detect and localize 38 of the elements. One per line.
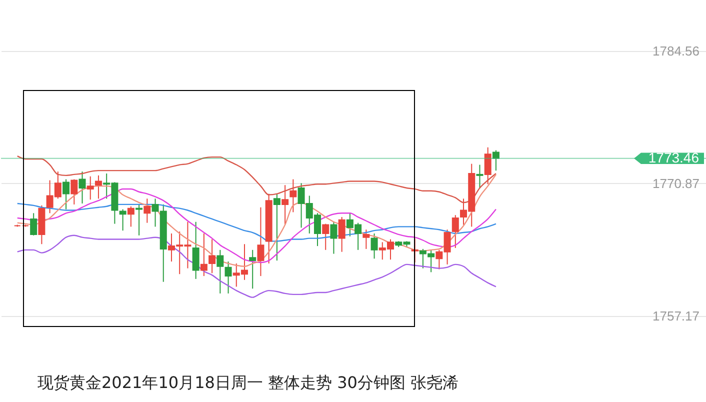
candlestick [411,238,418,263]
candlestick [330,221,338,254]
candlestick [282,184,289,226]
candlestick [94,174,102,200]
candlestick [338,216,346,252]
candlestick [70,178,78,205]
candlestick [62,178,70,210]
candlestick [216,249,224,294]
candlestick [127,206,134,228]
y-tick-label: 1770.87 [652,176,700,191]
candlestick [224,261,232,294]
candlestick [144,198,151,224]
candlestick [257,206,264,277]
y-tick-label: 1784.56 [652,44,700,58]
line-series [16,174,497,267]
candlestick [249,249,256,290]
candlestick [484,146,492,185]
y-tick-label: 1757.17 [652,308,700,324]
line-series [16,188,497,264]
text: 现货黄金2021年10月18日周一 整体走势 30分钟图 张尧浠 [38,373,459,392]
candlestick [273,193,280,262]
candlestick [476,164,484,188]
candlestick [200,232,208,277]
candlestick [370,232,378,260]
candlestick [362,229,370,250]
candlestick [322,223,330,250]
candlestick [30,212,38,236]
ref-line-label: 1773.46 [648,149,700,166]
candlestick [452,214,459,248]
candlestick [192,221,200,280]
candlestick [86,176,94,200]
candlestick [78,171,86,204]
candlestick [208,238,216,274]
line-series [16,155,497,204]
candlestick [136,204,143,236]
line-series [16,234,497,298]
candlestick [290,178,297,213]
candlestick [492,150,500,172]
